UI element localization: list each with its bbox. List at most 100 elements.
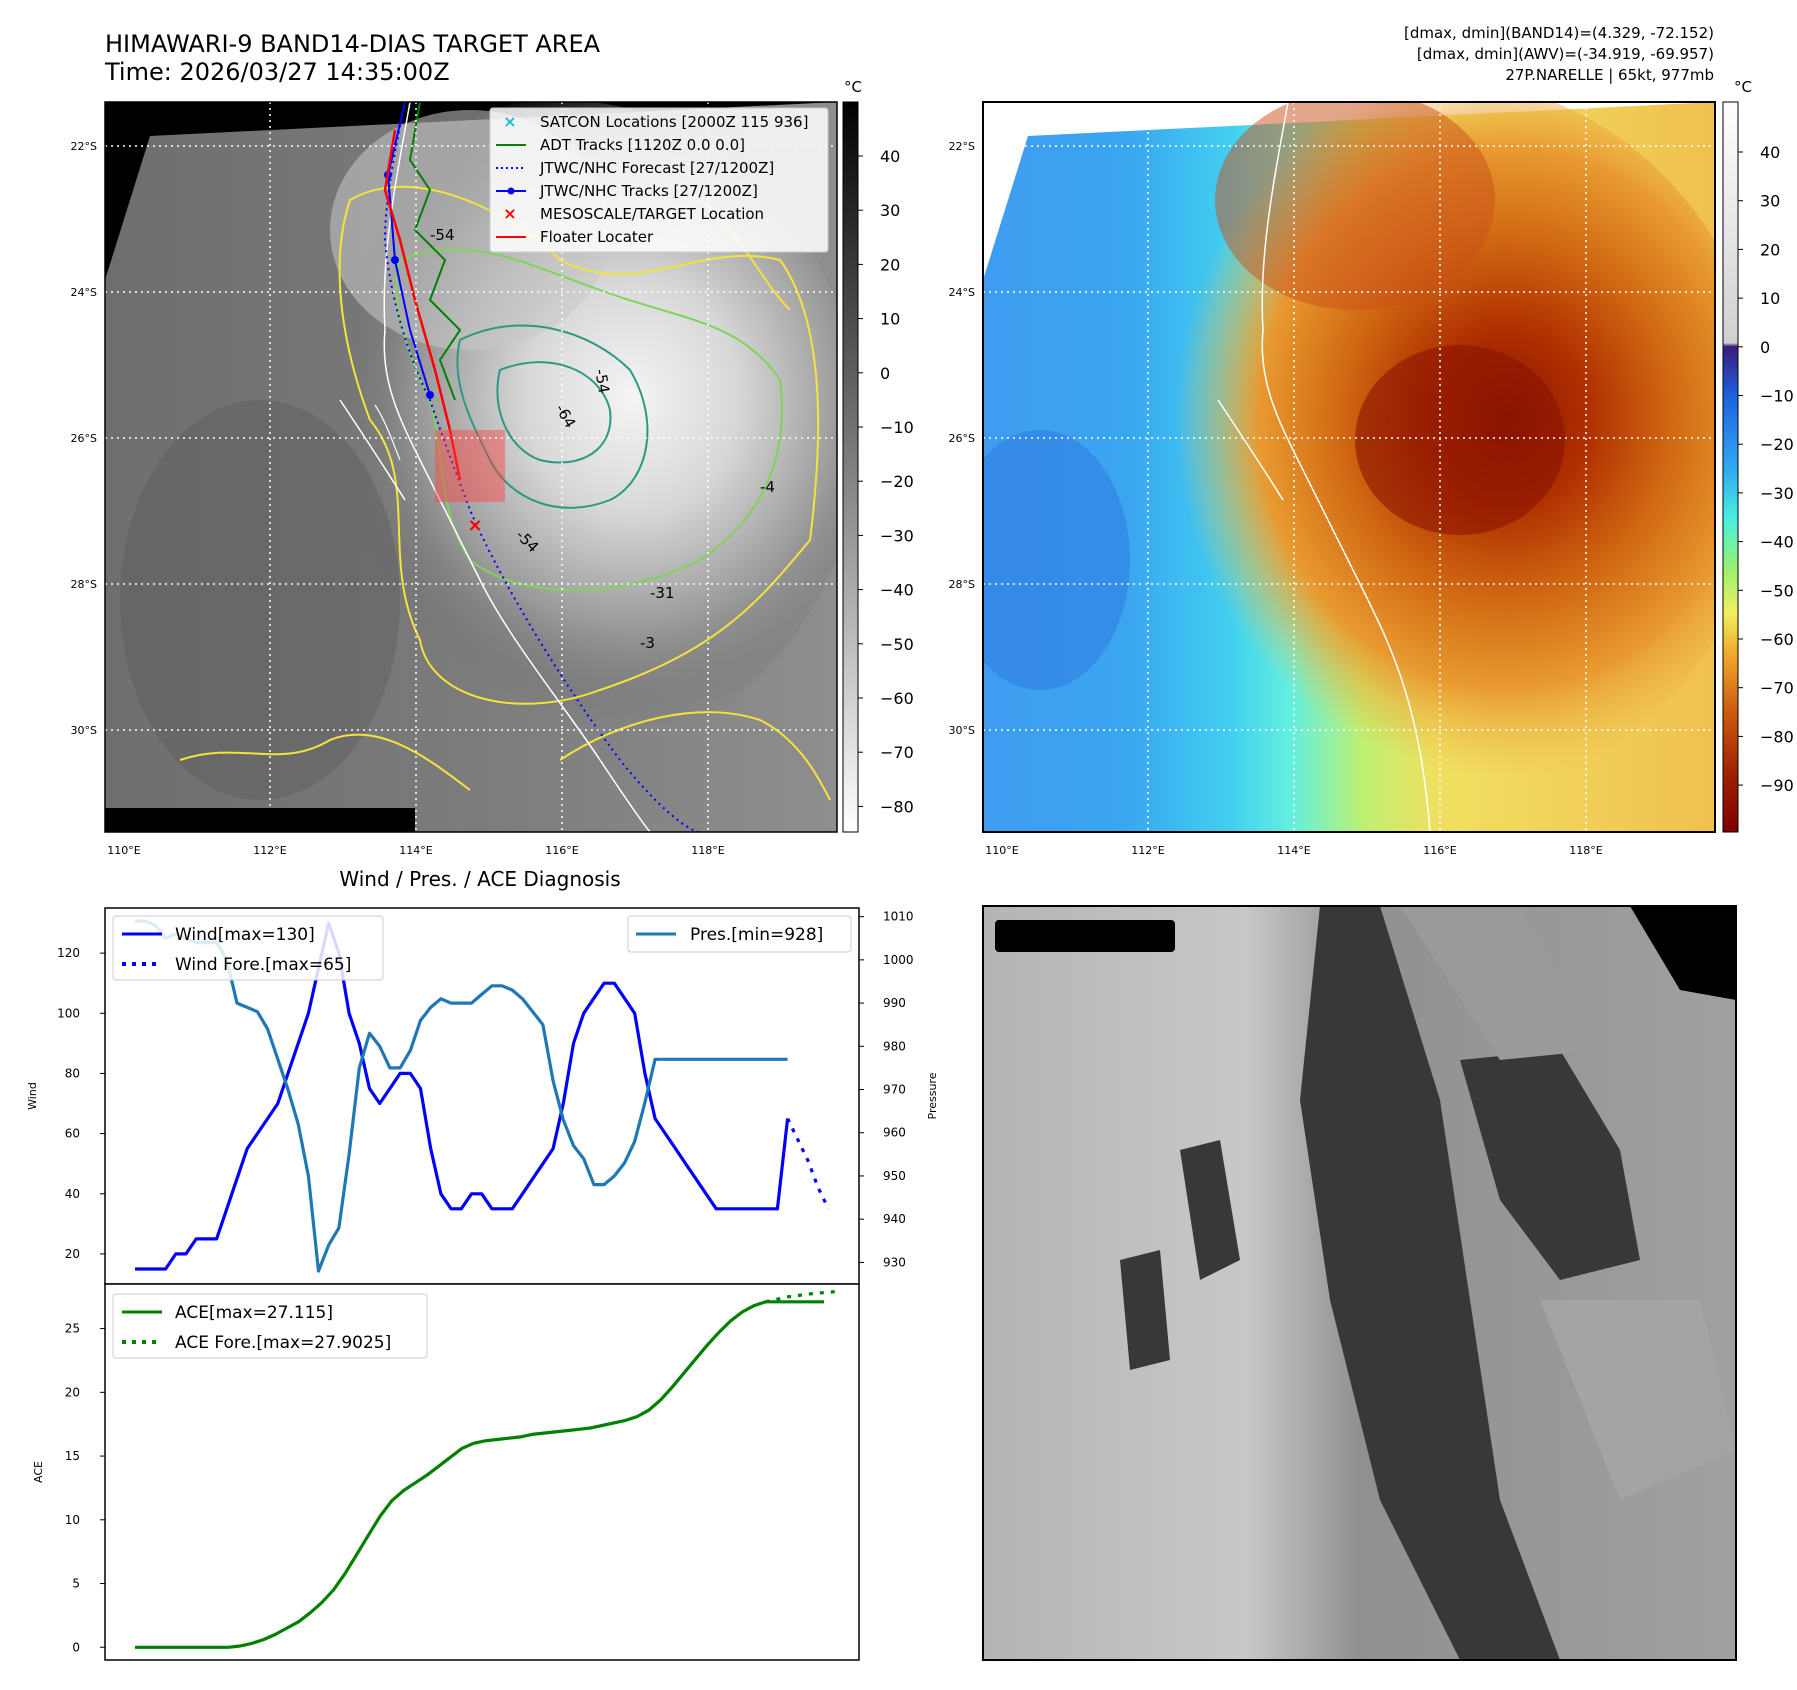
lon-label: 110°E (107, 844, 140, 857)
color-coastline (1261, 102, 1431, 832)
colorbar-tick-label: −70 (880, 743, 914, 762)
map-legend: × SATCON Locations [2000Z 115 936] ADT Tra… (489, 107, 829, 253)
wind-pressure-chart: Wind Pressure 20 40 60 80 100 120 930 940 950 96… (26, 907, 939, 1285)
colorbar-tick-label: −30 (880, 526, 914, 545)
copyright: Copyright © 2020-2026 Dapiya (108, 811, 387, 830)
legend-label: MESOSCALE/TARGET Location (540, 205, 764, 223)
floater-box (435, 430, 505, 502)
info-band14-range: [dmax, dmin](BAND14)=(4.329, -72.152) (1404, 24, 1714, 42)
legend-marker-x: × (503, 112, 516, 131)
ace-legend: ACE[max=27.115] ACE Fore.[max=27.9025] (112, 1293, 428, 1359)
series-line-ace (135, 1300, 824, 1649)
pressure-tick-label: 940 (883, 1212, 906, 1226)
colorbar-tick-label: −60 (1760, 630, 1794, 649)
pressure-tick-label: 990 (883, 996, 906, 1010)
colorbar-tick-label: −40 (880, 581, 914, 600)
contour-teal (456, 324, 649, 509)
ace-tick-label: 0 (72, 1640, 80, 1654)
contour-label: -4 (760, 478, 775, 496)
copyright-box (105, 808, 415, 832)
figure-time: Time: 2026/03/27 14:35:00Z (104, 58, 450, 86)
lon-label: 110°E (985, 844, 1018, 857)
series-line-wind (135, 921, 790, 1271)
series-line-ace-fore (765, 1290, 836, 1304)
legend-label: JTWC/NHC Forecast [27/1200Z] (539, 159, 774, 177)
info-storm: 27P.NARELLE | 65kt, 977mb (1505, 66, 1714, 84)
colorbar-tick-label: −50 (1760, 581, 1794, 600)
wind-tick-label: 40 (65, 1187, 80, 1201)
lat-label: 24°S (71, 286, 97, 299)
lon-label: 116°E (545, 844, 578, 857)
colorbar-tick-label: −30 (1760, 484, 1794, 503)
legend-marker-x: × (503, 204, 516, 223)
colorbar-tick-label: −80 (880, 797, 914, 816)
color-colorbar (1722, 101, 1739, 833)
target-marker: × (467, 515, 482, 536)
wmg-panel: WMG Count: 0 (982, 905, 1737, 1661)
lon-label: 116°E (1423, 844, 1456, 857)
color-ir-map: °C 403020100−10−20−30−40−50−60−70−80−90 … (949, 78, 1794, 857)
color-colorbar-unit: °C (1734, 78, 1752, 96)
contour-label: -31 (650, 584, 675, 602)
wind-tick-label: 80 (65, 1066, 80, 1080)
ace-tick-label: 15 (65, 1449, 80, 1463)
legend-label: JTWC/NHC Tracks [27/1200Z] (539, 182, 758, 200)
lon-label: 112°E (253, 844, 286, 857)
wind-tick-label: 60 (65, 1127, 80, 1141)
colorbar-tick-label: 10 (1760, 289, 1780, 308)
legend-ace-fore: ACE Fore.[max=27.9025] (175, 1333, 391, 1353)
ace-axis-label: ACE (32, 1461, 45, 1483)
contour-label: -3 (640, 634, 655, 652)
colorbar-tick-label: −90 (1760, 776, 1794, 795)
legend-label: Floater Locater (540, 228, 654, 246)
series-line-pres- (135, 919, 788, 1273)
pressure-axis-label: Pressure (926, 1072, 939, 1119)
lon-label: 114°E (1277, 844, 1310, 857)
legend-ace: ACE[max=27.115] (175, 1303, 333, 1323)
contour-yellow (338, 185, 820, 705)
figure-title: HIMAWARI-9 BAND14-DIAS TARGET AREA (105, 30, 601, 58)
lon-label: 118°E (1569, 844, 1602, 857)
grayscale-ir-map: × -64 -54 -54 -54 -31 -3 -4 × SATCON Loca… (71, 78, 914, 857)
wmg-count: WMG Count: 0 (1003, 926, 1156, 948)
wind-tick-label: 100 (57, 1006, 80, 1020)
gray-colorbar (842, 101, 859, 833)
series-line-wind-fore- (786, 1117, 830, 1210)
lat-label: 24°S (949, 286, 975, 299)
colorbar-tick-label: −10 (1760, 387, 1794, 406)
wind-axis-label: Wind (26, 1082, 39, 1110)
pressure-tick-label: 1010 (883, 910, 914, 924)
ace-tick-label: 10 (65, 1513, 80, 1527)
lat-label: 30°S (949, 724, 975, 737)
lat-label: 26°S (949, 432, 975, 445)
colorbar-tick-label: 0 (1760, 338, 1770, 357)
floater-track (383, 129, 462, 481)
chart-title: Wind / Pres. / ACE Diagnosis (339, 867, 620, 891)
pressure-tick-label: 970 (883, 1083, 906, 1097)
lon-label: 112°E (1131, 844, 1164, 857)
wind-tick-label: 120 (57, 946, 80, 960)
lat-label: 28°S (71, 578, 97, 591)
lat-label: 26°S (71, 432, 97, 445)
pressure-tick-label: 980 (883, 1039, 906, 1053)
info-awv-range: [dmax, dmin](AWV)=(-34.919, -69.957) (1417, 45, 1714, 63)
colorbar-tick-label: −80 (1760, 727, 1794, 746)
colorbar-tick-label: −10 (880, 418, 914, 437)
legend-wind-fore: Wind Fore.[max=65] (175, 955, 351, 975)
pressure-tick-label: 1000 (883, 953, 914, 967)
lat-label: 22°S (949, 140, 975, 153)
pressure-tick-label: 930 (883, 1255, 906, 1269)
colorbar-tick-label: −40 (1760, 533, 1794, 552)
wmg-count-box (995, 920, 1175, 952)
ace-tick-label: 5 (72, 1577, 80, 1591)
pressure-tick-label: 950 (883, 1169, 906, 1183)
lon-label: 118°E (691, 844, 724, 857)
legend-label: ADT Tracks [1120Z 0.0 0.0] (540, 136, 745, 154)
colorbar-tick-label: 0 (880, 364, 890, 383)
colorbar-tick-label: 40 (880, 147, 900, 166)
gray-colorbar-unit: °C (844, 78, 862, 96)
gray-coastline (383, 102, 651, 832)
wind-legend: Wind[max=130] Wind Fore.[max=65] (112, 915, 384, 981)
pressure-legend: Pres.[min=928] (627, 915, 852, 953)
